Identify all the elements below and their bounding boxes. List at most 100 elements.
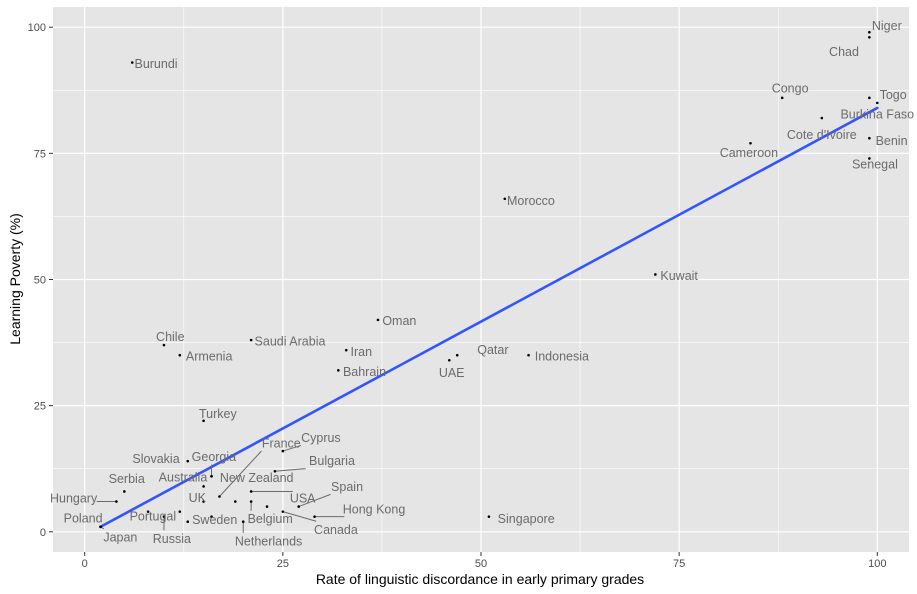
leader-layer [96,444,345,533]
data-point [178,353,182,357]
point-label: Turkey [199,407,237,421]
label-leader-line [298,493,331,508]
data-point [210,475,213,478]
data-point [875,101,879,105]
point-label: Armenia [186,350,233,364]
point-label: Cote d'Ivoire [787,128,857,142]
point-label: Singapore [498,512,555,526]
point-label: Cameroon [720,146,778,160]
point-label: Serbia [109,472,145,486]
data-point [162,515,166,518]
data-point [202,485,205,488]
point-label: Kuwait [660,269,698,283]
data-point [503,197,507,201]
point-label: Togo [880,88,907,102]
data-point [241,520,245,524]
point-label: USA [290,492,316,506]
data-point [249,338,253,342]
point-layer [99,30,879,529]
point-label: Benin [876,134,908,148]
data-point [99,525,102,529]
point-label: Chile [156,330,185,344]
point-label: UAE [439,366,465,380]
point-label: Morocco [507,194,555,208]
point-label: Georgia [192,450,237,464]
data-point [868,157,871,160]
label-leader-line [219,450,262,497]
data-point [186,459,190,463]
y-tick-label: 75 [34,148,46,160]
data-point [868,35,871,39]
data-point [527,353,530,357]
y-axis-title: Learning Poverty (%) [7,213,23,345]
y-tick-label: 50 [34,275,46,287]
y-tick-label: 100 [28,22,46,34]
data-point [376,318,380,322]
point-label: Chad [829,45,859,59]
point-label: France [262,437,301,451]
data-point [868,96,871,100]
point-label: Australia [159,470,208,484]
point-label: Netherlands [235,534,302,548]
point-label: Slovakia [132,452,179,466]
point-label: Cyprus [301,431,341,445]
point-label: Poland [64,512,103,526]
data-point [281,449,285,453]
data-point [273,469,277,473]
data-point [487,515,491,518]
point-label: UK [189,491,207,505]
x-tick-label: 0 [82,558,88,570]
x-tick-label: 50 [475,558,487,570]
data-point [146,510,150,513]
point-label: Bulgaria [309,454,355,468]
point-label: Russia [153,532,191,546]
point-label: Belgium [248,512,293,526]
data-point [820,116,824,120]
data-point [868,30,871,34]
point-label: Oman [382,314,416,328]
data-point [281,510,285,513]
data-point [455,353,459,357]
label-leader-line [282,511,317,522]
trend-layer [99,106,879,529]
axis-layer: 0 25 50 75 100 0 25 50 75 100 [28,22,887,570]
point-label: Canada [314,523,358,537]
point-label: Saudi Arabia [255,335,326,349]
y-tick-label: 25 [34,401,46,413]
point-label: Niger [872,19,902,33]
label-leader-line [282,444,302,452]
point-label: Burundi [134,57,177,71]
data-point [202,419,205,423]
point-label: Qatar [477,343,508,357]
data-point [780,96,784,100]
data-point [130,61,134,64]
label-leader-line [274,468,306,472]
data-point [123,490,126,493]
x-tick-label: 25 [277,558,289,570]
data-point [202,500,205,503]
y-tick-label: 0 [40,527,46,539]
x-axis-title: Rate of linguistic discordance in early … [316,571,644,587]
point-label: Hungary [50,492,98,506]
data-point [249,500,253,503]
point-label: Bahrain [343,365,386,379]
data-point [265,505,269,508]
point-label: Hong Kong [343,503,406,517]
point-label: Spain [331,480,363,494]
point-label: Senegal [852,157,898,171]
x-tick-label: 75 [673,558,685,570]
data-point [115,500,118,503]
point-label: Congo [772,82,809,96]
label-layer: Niger Chad Burundi Congo Togo Burkina Faso Cot… [50,19,914,548]
data-point [210,515,213,518]
point-label: Iran [351,345,373,359]
data-point [233,500,237,503]
data-point [297,505,301,508]
data-point [249,490,253,493]
data-point [868,136,871,140]
point-label: Japan [103,530,137,544]
point-label: Portugal [130,510,177,524]
data-point [749,141,752,145]
